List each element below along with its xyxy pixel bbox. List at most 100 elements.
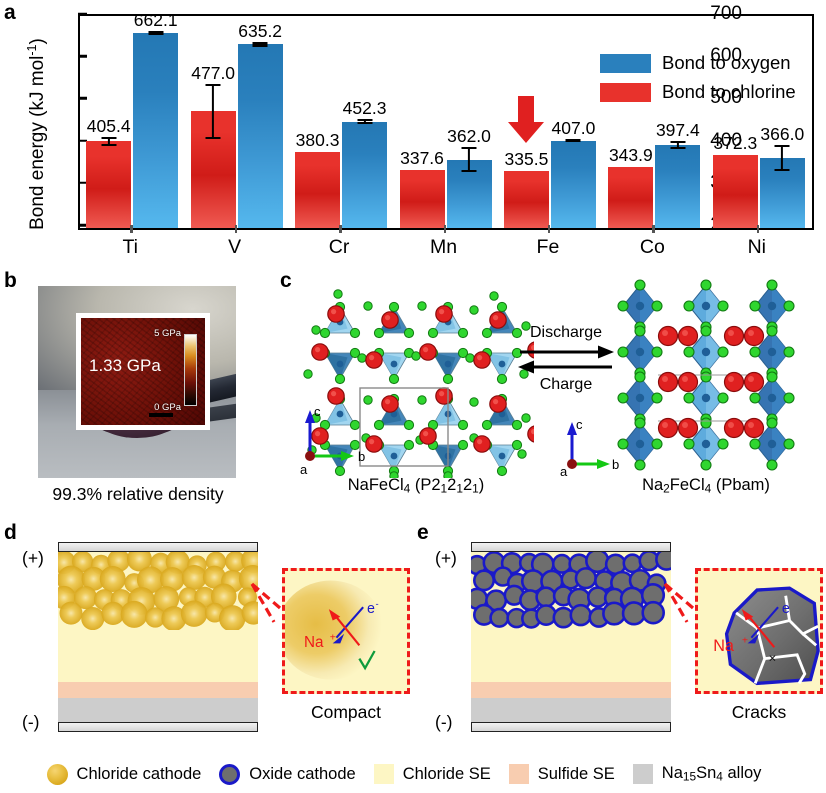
error-bar-cap <box>565 140 581 143</box>
panel-letter-e: e <box>417 521 429 544</box>
colorbar <box>184 334 197 406</box>
inset-compact-graphic: e - Na + <box>277 571 407 691</box>
error-bar-cap <box>252 44 268 47</box>
anode-layer-d <box>58 698 258 722</box>
nafecl4-formula: NaFeCl <box>347 476 404 494</box>
sg-sub-1: 1 <box>440 481 448 496</box>
inset-cracks-graphic: e Na + × <box>698 571 820 691</box>
y-tick-label: 500 <box>710 87 742 109</box>
hardness-value: 1.33 GPa <box>89 356 161 375</box>
caption-nafecl4: NaFeCl4 (P212121) <box>298 476 534 496</box>
panel-letter-d: d <box>4 521 17 544</box>
error-bar-cap <box>461 147 477 150</box>
na2fecl4-pre: Na <box>642 476 664 494</box>
bar-Ti-oxygen <box>133 33 179 228</box>
x-tick-mark <box>756 225 760 233</box>
panel-d-positive-label: (+) <box>22 548 44 568</box>
current-collector-bottom-e <box>471 722 671 732</box>
bar-value-label: 362.0 <box>447 126 491 147</box>
cell-stack-d <box>58 542 258 732</box>
x-tick-label-Co: Co <box>639 236 665 258</box>
legend-swatch-chlorine <box>600 82 651 102</box>
y-tick-mark <box>78 223 87 227</box>
error-bar-cap <box>774 144 790 147</box>
bar-Fe-oxygen <box>550 140 596 228</box>
legend-item-label: Chloride cathode <box>76 764 202 783</box>
error-bar-cap <box>670 140 686 143</box>
bottom-legend: Chloride cathode Oxide cathode Chloride SE… <box>0 755 826 793</box>
nanoindentation-inset: 1.33 GPa 5 GPa 0 GPa <box>76 313 210 430</box>
svg-text:e: e <box>367 601 375 617</box>
y-axis-title: Bond energy (kJ mol-1) <box>25 9 49 259</box>
panel-e-cracked-cell: e (+) (-) <box>413 520 826 752</box>
panel-a-bar-chart: a Bond energy (kJ mol-1) 200300400500600… <box>0 0 826 268</box>
svg-text:b: b <box>358 449 365 464</box>
legend-item-4: Na15Sn4 alloy <box>632 764 761 784</box>
legend-item-1: Oxide cathode <box>219 763 356 785</box>
x-tick-label-V: V <box>228 236 242 258</box>
bar-Mn-chlorine <box>399 169 445 228</box>
y-axis-title-close: ) <box>27 38 49 45</box>
structure-na2fecl4 <box>617 279 795 471</box>
bar-Ni-chlorine <box>712 155 758 228</box>
x-tick-mark <box>443 225 446 233</box>
cell-stack-e <box>471 542 671 732</box>
pellet-photograph: 1.33 GPa 5 GPa 0 GPa <box>38 286 236 478</box>
legend-row-chlorine: Bond to chlorine <box>600 81 796 103</box>
oxide-cathode-particles <box>471 550 671 629</box>
legend-swatch-oxygen <box>600 53 651 73</box>
inset-compact: e - Na + <box>277 568 410 694</box>
y-tick-mark <box>78 139 87 142</box>
bar-Cr-chlorine <box>295 151 341 228</box>
highlight-arrow-icon <box>508 95 545 143</box>
svg-text:+: + <box>742 635 748 646</box>
error-bar-cap <box>357 121 373 124</box>
svg-text:Na: Na <box>304 634 324 651</box>
na2fecl4-sg: (Pbam) <box>711 476 770 494</box>
legend-label-chlorine: Bond to chlorine <box>662 81 796 102</box>
sg-mid-2: 2 <box>462 476 473 494</box>
blue-ringed-sphere-icon <box>219 763 241 785</box>
error-bar-cap <box>205 83 221 86</box>
y-axis-title-sup: -1 <box>24 44 39 56</box>
sg-sub-3: 1 <box>472 481 479 496</box>
panel-e-negative-label: (-) <box>435 712 453 732</box>
bar-value-label: 337.6 <box>400 147 444 168</box>
discharge-arrow-icon <box>518 345 614 374</box>
x-tick-mark <box>234 225 238 233</box>
nafecl4-sg-open: (P2 <box>410 476 441 494</box>
error-bar-cap <box>252 42 268 45</box>
current-collector-bottom-d <box>58 722 258 732</box>
legend-item-3: Sulfide SE <box>508 764 615 784</box>
colorbar-max-label: 5 GPa <box>154 328 181 339</box>
chart-legend: Bond to oxygen Bond to chlorine <box>600 52 796 110</box>
bar-value-label: 662.1 <box>133 9 178 30</box>
bar-value-label: 477.0 <box>191 62 236 83</box>
y-tick-mark <box>78 97 87 100</box>
svg-text:c: c <box>314 404 321 419</box>
svg-text:b: b <box>612 457 619 472</box>
na2fecl4-sub2: 4 <box>704 481 712 496</box>
error-bar-cap <box>101 136 117 139</box>
plot-inner: 405.4 662.1 477.0 635.2 380.3 452.3 337.6 362.0… <box>80 10 812 228</box>
panel-e-positive-label: (+) <box>435 548 457 568</box>
svg-text:Na: Na <box>713 637 734 655</box>
x-tick-label-Ti: Ti <box>122 236 138 258</box>
x-tick-mark <box>547 225 551 233</box>
bar-value-label: 397.4 <box>655 119 700 140</box>
y-tick-label: 600 <box>710 45 742 67</box>
bar-Fe-chlorine <box>503 170 549 228</box>
x-tick-label-Ni: Ni <box>747 236 766 258</box>
error-bar-cap <box>565 139 581 142</box>
svg-text:c: c <box>576 417 583 432</box>
error-bar <box>212 83 215 137</box>
bar-value-label: 452.3 <box>342 98 387 119</box>
bar-Co-chlorine <box>608 167 654 228</box>
y-tick-mark <box>78 54 87 58</box>
current-collector-top-e <box>471 542 671 552</box>
y-tick-mark <box>78 181 87 185</box>
bar-Co-oxygen <box>655 144 701 228</box>
caption-na2fecl4: Na2FeCl4 (Pbam) <box>586 476 826 496</box>
panel-b-caption: 99.3% relative density <box>52 484 224 504</box>
svg-text:-: - <box>376 599 379 610</box>
